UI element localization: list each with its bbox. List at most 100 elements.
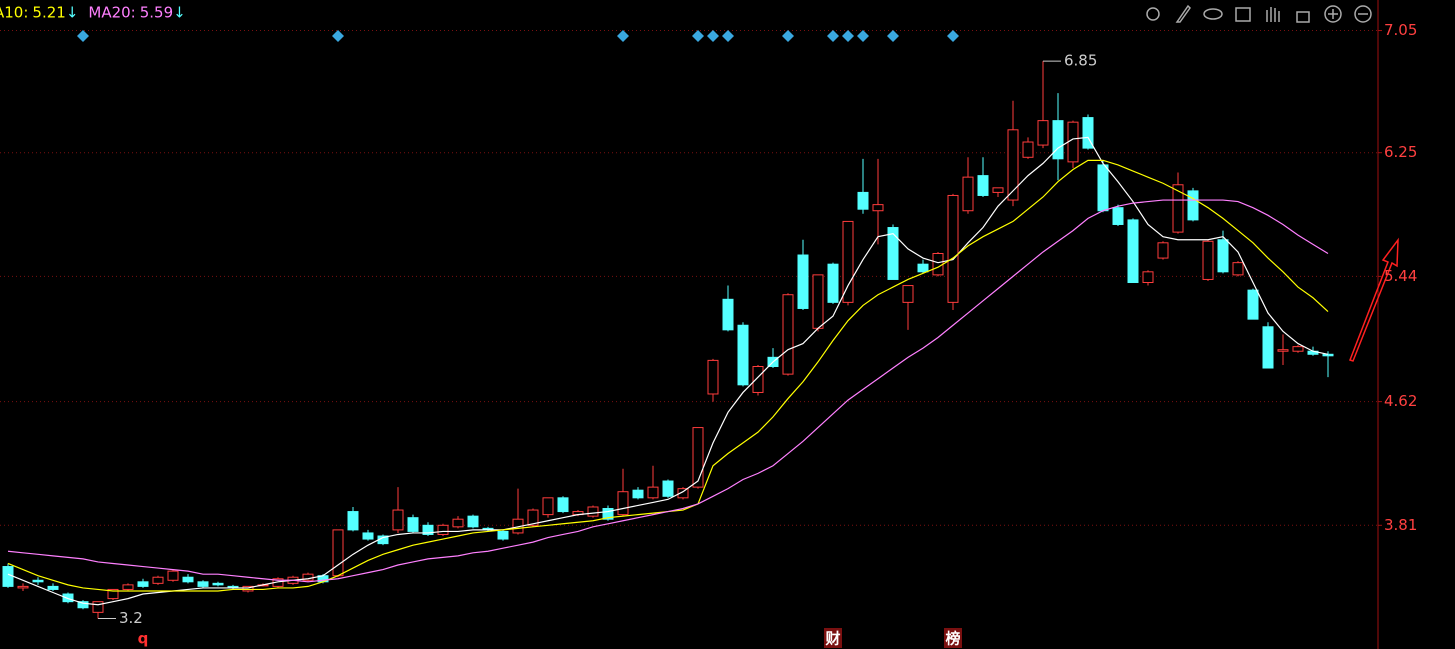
candle-body: [782, 294, 794, 375]
candle-body: [197, 581, 209, 587]
signal-marker: [827, 30, 839, 42]
candle-body: [77, 601, 89, 609]
candle-body: [812, 274, 824, 329]
candle-body: [557, 497, 569, 513]
candle-body: [842, 220, 854, 303]
signal-marker: [857, 30, 869, 42]
candle-body: [737, 324, 749, 386]
candle-body: [1007, 129, 1019, 201]
candle-body: [752, 365, 764, 393]
signal-marker: [332, 30, 344, 42]
toolbar: [1146, 4, 1372, 23]
legend-value: 5.59: [140, 4, 173, 22]
event-label: 财: [825, 630, 840, 648]
lock-icon[interactable]: [1296, 11, 1310, 23]
candle-body: [917, 263, 929, 273]
y-tick-label: 6.25: [1384, 143, 1417, 161]
y-tick-label: 4.62: [1384, 392, 1417, 410]
candle-body: [1022, 141, 1034, 158]
candle-body: [1187, 190, 1199, 221]
candle-body: [422, 524, 434, 535]
candle-body: [527, 509, 539, 526]
zoom-in-icon[interactable]: [1324, 5, 1342, 23]
zoom-out-icon[interactable]: [1354, 5, 1372, 23]
candle-body: [602, 508, 614, 520]
legend-label: A10:: [0, 4, 28, 22]
candle-body: [1322, 353, 1334, 357]
signal-marker: [782, 30, 794, 42]
candle-body: [1142, 271, 1154, 284]
candle-body: [587, 506, 599, 517]
candle-body: [62, 593, 74, 603]
candle-body: [1067, 121, 1079, 163]
y-tick-label: 3.81: [1384, 516, 1417, 534]
candle-body: [1232, 262, 1244, 276]
signal-marker: [707, 30, 719, 42]
candle-body: [1112, 207, 1124, 225]
signal-marker: [947, 30, 959, 42]
candle-body: [827, 263, 839, 303]
candle-body: [647, 486, 659, 499]
y-tick-label: 5.44: [1384, 267, 1417, 285]
candle-body: [1172, 184, 1184, 233]
signal-marker: [722, 30, 734, 42]
candle-body: [347, 511, 359, 531]
candle-body: [1037, 120, 1049, 146]
candle-body: [932, 252, 944, 276]
candle-body: [467, 515, 479, 528]
min-label: 3.2: [119, 609, 143, 627]
candle-body: [332, 529, 344, 577]
candle-body: [962, 176, 974, 212]
signal-marker: [77, 30, 89, 42]
candle-body: [362, 532, 374, 540]
candle-body: [167, 570, 179, 581]
candle-body: [497, 530, 509, 540]
candle-body: [137, 581, 149, 587]
candle-body: [452, 518, 464, 528]
candle-body: [662, 480, 674, 497]
candle-body: [107, 588, 119, 600]
max-label: 6.85: [1064, 52, 1097, 70]
candle-body: [122, 584, 134, 590]
signal-marker: [692, 30, 704, 42]
candle-body: [872, 204, 884, 212]
settings-icon[interactable]: [1146, 7, 1160, 21]
candle-body: [1097, 164, 1109, 212]
candle-body: [887, 227, 899, 280]
candle-body: [692, 427, 704, 488]
legend-value: 5.21: [32, 4, 65, 22]
candle-body: [542, 497, 554, 516]
draw-icon[interactable]: [1175, 4, 1191, 23]
legend-arrow: ↓: [66, 4, 79, 22]
candle-body: [632, 489, 644, 499]
candle-body: [677, 488, 689, 499]
candle-body: [182, 576, 194, 583]
candle-body: [17, 585, 29, 589]
candle-body: [1052, 120, 1064, 160]
candle-body: [722, 298, 734, 331]
eye-icon[interactable]: [1203, 8, 1223, 20]
y-tick-label: 7.05: [1384, 21, 1417, 39]
zoom-in-plus: [1328, 9, 1338, 19]
candle-body: [1202, 240, 1214, 280]
candle-body: [992, 187, 1004, 193]
legend-label: MA20:: [88, 4, 135, 22]
event-box: [944, 628, 962, 648]
trend-arrow: [1349, 237, 1399, 362]
signal-marker: [842, 30, 854, 42]
ma-line: [7, 136, 1329, 606]
candle-body: [32, 579, 44, 583]
candle-body: [1277, 349, 1289, 352]
candle-body: [437, 524, 449, 535]
candle-body: [1082, 117, 1094, 149]
candle-body: [1157, 242, 1169, 259]
candle-body: [1127, 219, 1139, 284]
candle-body: [152, 576, 164, 584]
hand-icon[interactable]: [1266, 7, 1280, 22]
candle-body: [2, 566, 14, 587]
candle-body: [407, 517, 419, 532]
legend-arrow: ↓: [173, 4, 186, 22]
gift-icon[interactable]: [1235, 7, 1251, 22]
candle-body: [707, 359, 719, 395]
